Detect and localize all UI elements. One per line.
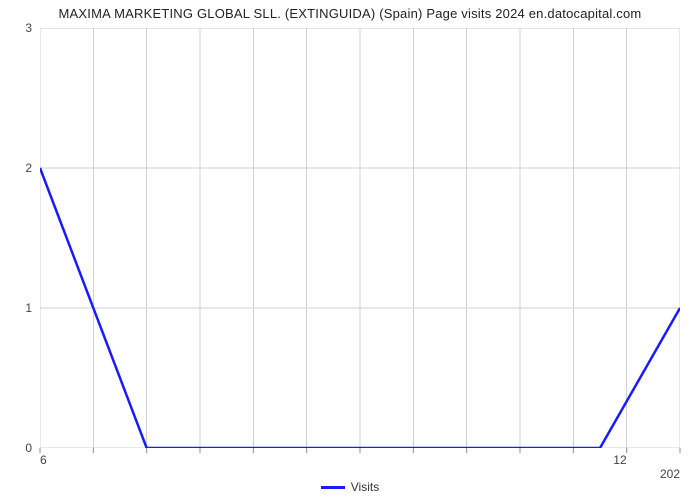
legend-label: Visits bbox=[351, 480, 379, 494]
y-tick-label: 0 bbox=[25, 441, 32, 455]
plot-area bbox=[40, 28, 680, 448]
legend-item-visits: Visits bbox=[321, 480, 379, 494]
legend-swatch bbox=[321, 486, 345, 489]
y-tick-label: 2 bbox=[25, 161, 32, 175]
y-tick-label: 1 bbox=[25, 301, 32, 315]
y-tick-label: 3 bbox=[25, 21, 32, 35]
x-tick-label: 6 bbox=[40, 453, 47, 467]
y-axis: 0 1 2 3 bbox=[25, 21, 32, 455]
chart-container: MAXIMA MARKETING GLOBAL SLL. (EXTINGUIDA… bbox=[0, 0, 700, 500]
x-tick-label: 12 bbox=[613, 453, 627, 467]
gridlines bbox=[40, 28, 680, 448]
legend: Visits bbox=[0, 476, 700, 495]
chart-title: MAXIMA MARKETING GLOBAL SLL. (EXTINGUIDA… bbox=[0, 6, 700, 21]
